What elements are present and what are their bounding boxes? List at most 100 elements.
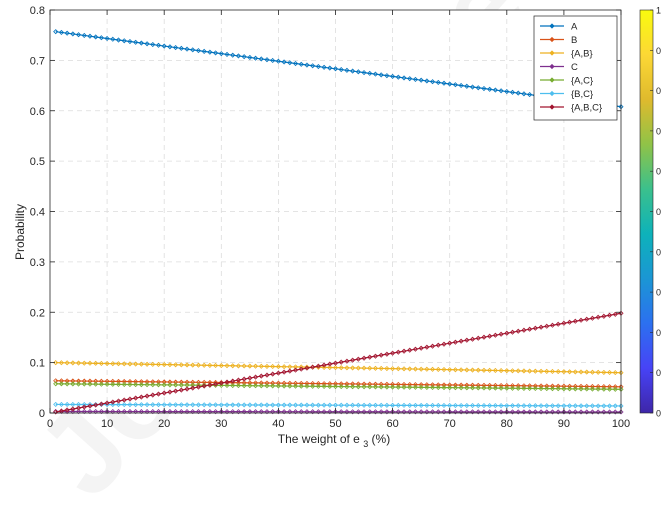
series-4 — [53, 381, 624, 392]
series-marker — [361, 381, 367, 387]
series-marker — [264, 57, 270, 63]
series-marker — [612, 311, 618, 317]
series-marker — [327, 381, 333, 387]
series-marker — [390, 381, 396, 387]
series-marker — [281, 364, 287, 370]
series-marker — [150, 361, 156, 367]
series-marker — [218, 409, 224, 415]
series-marker — [355, 402, 361, 408]
series-marker — [298, 383, 304, 389]
series-marker — [487, 382, 493, 388]
series-marker — [344, 67, 350, 73]
series-marker — [287, 383, 293, 389]
series-marker — [378, 352, 384, 358]
series-marker — [481, 334, 487, 340]
series-marker — [321, 383, 327, 389]
series-marker — [298, 61, 304, 67]
series-marker — [224, 382, 230, 389]
series-marker — [173, 362, 179, 368]
series-marker — [190, 402, 196, 408]
series-marker — [361, 70, 367, 76]
series-marker — [561, 369, 567, 375]
y-tick-label: 0.4 — [30, 207, 45, 219]
series-marker — [561, 403, 567, 409]
series-marker — [190, 362, 196, 368]
series-marker — [527, 368, 533, 374]
series-marker — [515, 328, 521, 334]
series-marker — [275, 58, 281, 64]
series-marker — [418, 77, 424, 83]
series-marker — [475, 335, 481, 341]
series-marker — [201, 383, 207, 389]
series-marker — [567, 369, 573, 375]
series-marker — [161, 402, 167, 408]
series-marker — [144, 361, 150, 367]
series-marker — [173, 409, 179, 415]
series-marker — [527, 92, 533, 98]
series-marker — [167, 362, 173, 368]
series-marker — [270, 371, 276, 377]
colorbar-tick-label: 1 — [656, 6, 661, 16]
series-marker — [372, 409, 379, 415]
series-marker — [412, 382, 419, 388]
series-marker — [167, 409, 173, 415]
series-marker — [133, 361, 139, 367]
series-marker — [492, 367, 498, 374]
series-marker — [87, 360, 93, 366]
legend-label: {A,B} — [571, 49, 593, 60]
y-tick-label: 0.6 — [30, 106, 45, 118]
series-marker — [213, 409, 219, 415]
series-marker — [292, 364, 299, 370]
series-marker — [407, 366, 413, 372]
series-marker — [104, 381, 110, 387]
series-marker — [430, 79, 436, 85]
series-marker — [161, 361, 167, 368]
series-marker — [572, 386, 578, 392]
y-tick-label: 0.1 — [30, 358, 45, 370]
series-marker — [355, 384, 361, 390]
series-marker — [115, 378, 122, 384]
series-marker — [378, 384, 384, 390]
series-marker — [401, 384, 407, 390]
series-marker — [258, 373, 264, 379]
series-marker — [144, 41, 150, 47]
series-marker — [572, 369, 578, 375]
series-marker — [407, 347, 413, 353]
series-marker — [264, 380, 270, 386]
series-marker — [287, 402, 293, 408]
series-marker — [207, 382, 213, 388]
series-marker — [390, 384, 396, 390]
series-marker — [70, 360, 76, 366]
series-marker — [435, 342, 441, 348]
series-marker — [407, 409, 413, 415]
series-marker — [133, 402, 139, 408]
series-marker — [287, 409, 293, 415]
series-marker — [544, 386, 550, 392]
series-marker — [447, 409, 453, 415]
series-marker — [281, 369, 287, 375]
series-marker — [430, 343, 436, 349]
y-axis-label: Probability — [13, 204, 27, 260]
series-marker — [93, 360, 99, 366]
series-marker — [498, 331, 504, 337]
series-marker — [321, 409, 327, 415]
series-marker — [201, 382, 207, 388]
series-marker — [504, 403, 510, 409]
series-marker — [555, 321, 561, 327]
x-tick-label: 40 — [272, 418, 284, 430]
series-marker — [544, 323, 550, 329]
series-marker — [504, 88, 510, 95]
series-marker — [315, 402, 321, 408]
series-marker — [241, 376, 247, 382]
series-marker — [447, 402, 453, 409]
series-marker — [184, 379, 190, 385]
series-marker — [252, 55, 259, 61]
series-marker — [372, 353, 379, 359]
series-marker — [281, 402, 287, 408]
series-marker — [178, 362, 184, 368]
series-marker — [304, 402, 310, 408]
series-marker — [287, 368, 293, 374]
series-marker — [504, 409, 510, 415]
series-marker — [424, 78, 430, 84]
colorbar-tick-label: 0 — [656, 46, 661, 56]
